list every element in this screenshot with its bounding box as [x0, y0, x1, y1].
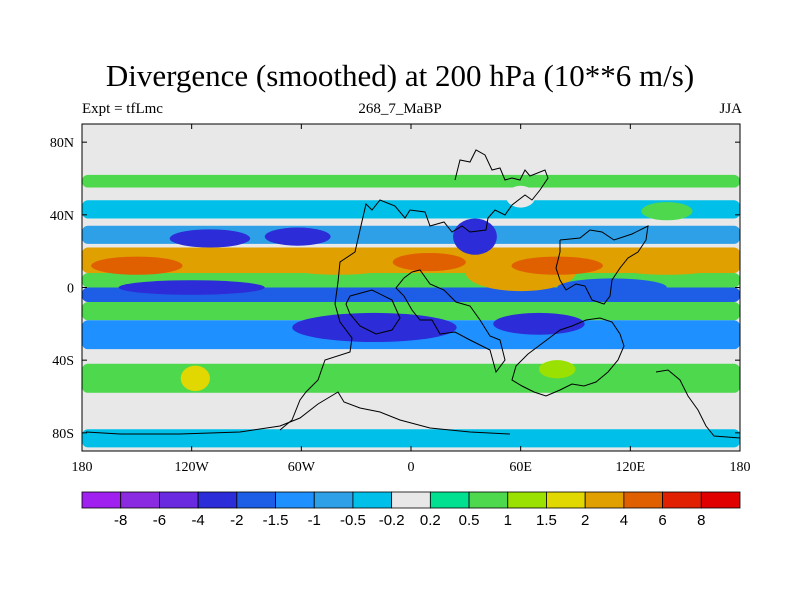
- colorbar-swatch: [391, 491, 431, 509]
- zonal-band: [82, 200, 740, 219]
- y-tick-label: 40N: [50, 209, 74, 224]
- colorbar-swatch: [429, 491, 470, 509]
- y-tick-label: 40S: [52, 354, 74, 369]
- y-tick-label: 80S: [52, 427, 74, 442]
- x-tick-label: 60E: [509, 460, 532, 475]
- divergence-blob: [180, 365, 210, 392]
- colorbar-label: 0.5: [459, 512, 480, 529]
- colorbar-swatch: [197, 491, 238, 509]
- divergence-blob: [264, 227, 331, 246]
- colorbar-swatch: [352, 491, 393, 509]
- zonal-band: [82, 174, 740, 188]
- divergence-blob: [453, 218, 497, 255]
- season-label: JJA: [719, 101, 742, 117]
- colorbar-swatch: [81, 491, 122, 509]
- chart-title: Divergence (smoothed) at 200 hPa (10**6 …: [105, 58, 695, 93]
- coastline-pacific-east: [655, 369, 740, 439]
- colorbar-swatch: [468, 491, 509, 509]
- coastline-eurasia: [555, 225, 649, 305]
- colorbar-swatch: [236, 491, 276, 509]
- divergence-blob: [641, 202, 693, 221]
- coastline-outlines: [85, 149, 740, 439]
- x-tick-label: 120E: [616, 460, 646, 475]
- x-tick-label: 180: [730, 460, 751, 475]
- x-tick-label: 0: [408, 460, 415, 475]
- colorbar-label: -8: [114, 512, 127, 529]
- divergence-blob: [169, 229, 251, 248]
- zonal-band: [82, 363, 740, 393]
- coastline-australia: [511, 317, 625, 397]
- colorbar-label: 6: [658, 512, 666, 529]
- zonal-band: [82, 124, 740, 143]
- divergence-blob: [118, 280, 265, 295]
- coastline-islands: [345, 289, 401, 335]
- colorbar-label: 8: [697, 512, 705, 529]
- zonal-band: [82, 187, 740, 201]
- colorbar-label: 1.5: [536, 512, 557, 529]
- divergence-blob: [283, 256, 393, 275]
- divergence-blob: [493, 312, 585, 335]
- colorbar-swatch: [159, 491, 199, 509]
- x-tick-label: 120W: [175, 460, 210, 475]
- colorbar-label: -4: [191, 512, 204, 529]
- zonal-band: [82, 302, 740, 321]
- colorbar-label: -0.2: [379, 512, 405, 529]
- zonal-band: [82, 429, 740, 448]
- colorbar-label: -1.5: [263, 512, 289, 529]
- divergence-blob: [91, 256, 183, 275]
- colorbar-swatch: [700, 491, 741, 509]
- coastline-americas: [279, 149, 549, 431]
- zonal-band: [82, 349, 740, 364]
- colorbar-label: -6: [153, 512, 166, 529]
- divergence-blob: [511, 256, 603, 275]
- colorbar-label: -1: [308, 512, 321, 529]
- divergence-blob: [557, 278, 667, 297]
- run-label: 268_7_MaBP: [358, 101, 442, 117]
- zonal-band: [82, 392, 740, 419]
- x-tick-label: 60W: [288, 460, 316, 475]
- colorbar-label: -2: [230, 512, 243, 529]
- colorbar-label: 2: [581, 512, 589, 529]
- colorbar-swatch: [623, 491, 663, 509]
- colorbar-swatch: [546, 491, 586, 509]
- x-tick-label: 180: [72, 460, 93, 475]
- y-tick-label: 80N: [50, 136, 74, 151]
- divergence-blob: [538, 360, 576, 379]
- coastline-africa: [395, 269, 506, 374]
- colorbar-swatch: [584, 491, 625, 509]
- colorbar-swatch: [120, 491, 160, 509]
- colorbar-swatch: [275, 491, 315, 509]
- colorbar-label: 4: [620, 512, 628, 529]
- y-tick-label: 0: [67, 282, 74, 297]
- divergence-blob: [506, 185, 536, 208]
- colorbar-label: -0.5: [340, 512, 366, 529]
- coastline-antarctica: [85, 391, 511, 435]
- colorbar-label: 1: [504, 512, 512, 529]
- divergence-blob: [612, 256, 722, 275]
- divergence-blob: [392, 252, 466, 272]
- experiment-label: Expt = tfLmc: [82, 101, 163, 117]
- colorbar-swatch: [313, 491, 354, 509]
- divergence-blob: [292, 312, 457, 342]
- colorbar-swatch: [662, 491, 702, 509]
- colorbar-label: 0.2: [420, 512, 441, 529]
- colorbar-swatch: [507, 491, 547, 509]
